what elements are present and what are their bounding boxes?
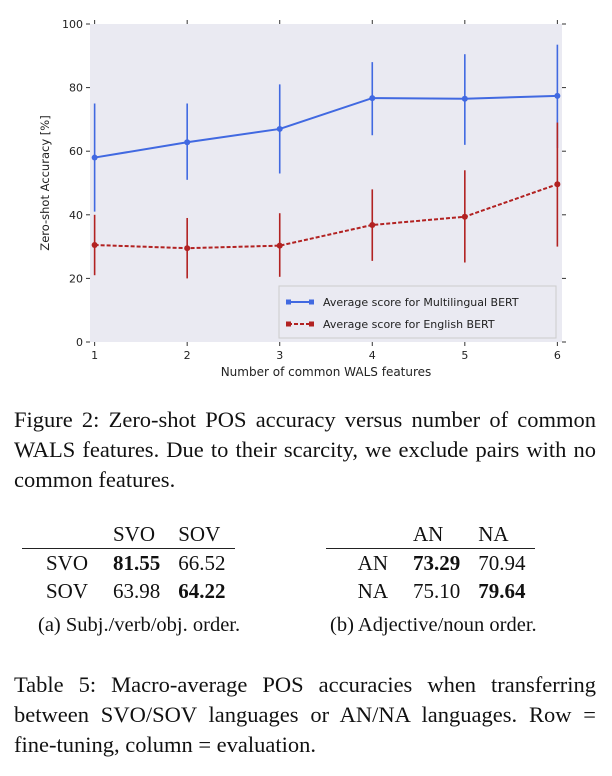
data-point bbox=[184, 245, 191, 252]
table-b-cell: 75.10 bbox=[413, 579, 461, 603]
line-chart: 0 20 40 60 80 100 1 2 3 4 5 6 Number of common WALS … bbox=[38, 18, 566, 379]
table-b-row-header: NA bbox=[357, 579, 388, 603]
table-a-caption: (a) Subj./verb/obj. order. bbox=[38, 614, 241, 636]
legend-swatch-marker bbox=[286, 299, 291, 305]
table-b-row-header: AN bbox=[357, 551, 388, 575]
data-point bbox=[461, 213, 468, 220]
table-a-row-header: SVO bbox=[45, 551, 88, 575]
table-caption-prefix: Table 5: Macro-average bbox=[14, 672, 248, 697]
y-tick-label: 20 bbox=[69, 272, 83, 285]
y-tick-label: 0 bbox=[76, 336, 83, 349]
table-b-cell: 79.64 bbox=[478, 579, 526, 603]
data-point bbox=[184, 139, 191, 146]
legend-swatch-marker bbox=[309, 321, 314, 327]
legend-label: Average score for English BERT bbox=[323, 318, 495, 331]
table-b-col-header: AN bbox=[404, 520, 470, 549]
x-tick-label: 4 bbox=[369, 349, 376, 362]
table-a-cell: 64.22 bbox=[178, 579, 226, 603]
table-a-cell: 81.55 bbox=[113, 551, 161, 575]
table-b-cell: 73.29 bbox=[413, 551, 461, 575]
figure-caption-prefix: Figure 2: Zero-shot bbox=[14, 407, 197, 432]
data-point bbox=[369, 221, 376, 228]
x-tick-label: 2 bbox=[184, 349, 191, 362]
table-b-cell: 70.94 bbox=[478, 551, 526, 575]
data-point bbox=[369, 95, 376, 102]
table-a-col-header: SOV bbox=[169, 520, 235, 549]
table-a-corner bbox=[22, 520, 104, 549]
table-caption-pos: POS bbox=[262, 672, 304, 697]
table-b-col-header: NA bbox=[469, 520, 535, 549]
figure-caption: Figure 2: Zero-shot POS accuracy versus … bbox=[14, 405, 596, 495]
table-a-cell: 63.98 bbox=[113, 579, 161, 603]
data-point bbox=[91, 154, 98, 161]
data-point bbox=[554, 181, 561, 188]
figure-caption-pos: POS bbox=[205, 407, 247, 432]
table-a-col-header: SVO bbox=[104, 520, 170, 549]
table-b-caption: (b) Adjective/noun order. bbox=[330, 614, 537, 636]
figure-caption-text: accuracy versus number of common WALS fe… bbox=[14, 407, 596, 492]
legend-label: Average score for Multilingual BERT bbox=[323, 296, 519, 309]
figure-2: 0 20 40 60 80 100 1 2 3 4 5 6 Number of common WALS … bbox=[0, 0, 612, 385]
table-b: AN NA AN 73.29 70.94 NA 75.10 79.64 bbox=[326, 520, 535, 605]
x-tick-label: 3 bbox=[276, 349, 283, 362]
data-point bbox=[461, 95, 468, 102]
table-a-cell: 66.52 bbox=[178, 551, 226, 575]
x-axis-label: Number of common WALS features bbox=[221, 365, 432, 379]
table-caption-text: accuracies when transferring between SVO… bbox=[14, 672, 597, 757]
y-tick-label: 60 bbox=[69, 145, 83, 158]
x-tick-label: 5 bbox=[461, 349, 468, 362]
data-point bbox=[276, 242, 283, 249]
x-tick-label: 1 bbox=[91, 349, 98, 362]
legend-swatch-marker bbox=[309, 299, 314, 305]
data-point bbox=[276, 125, 283, 132]
table-a: SVO SOV SVO 81.55 66.52 SOV 63.98 64.22 bbox=[22, 520, 235, 605]
legend-swatch-marker bbox=[286, 321, 291, 327]
table-a-row-header: SOV bbox=[45, 579, 88, 603]
series-line bbox=[94, 94, 558, 159]
x-tick-label: 6 bbox=[554, 349, 561, 362]
y-tick-label: 40 bbox=[69, 209, 83, 222]
table-b-corner bbox=[326, 520, 404, 549]
y-tick-label: 80 bbox=[69, 82, 83, 95]
table-caption: Table 5: Macro-average POS accuracies wh… bbox=[14, 670, 596, 760]
y-tick-label: 100 bbox=[62, 18, 83, 31]
y-axis-label: Zero-shot Accuracy [%] bbox=[38, 115, 52, 250]
legend-box bbox=[278, 285, 557, 339]
data-point bbox=[91, 242, 98, 249]
data-point bbox=[554, 92, 561, 99]
